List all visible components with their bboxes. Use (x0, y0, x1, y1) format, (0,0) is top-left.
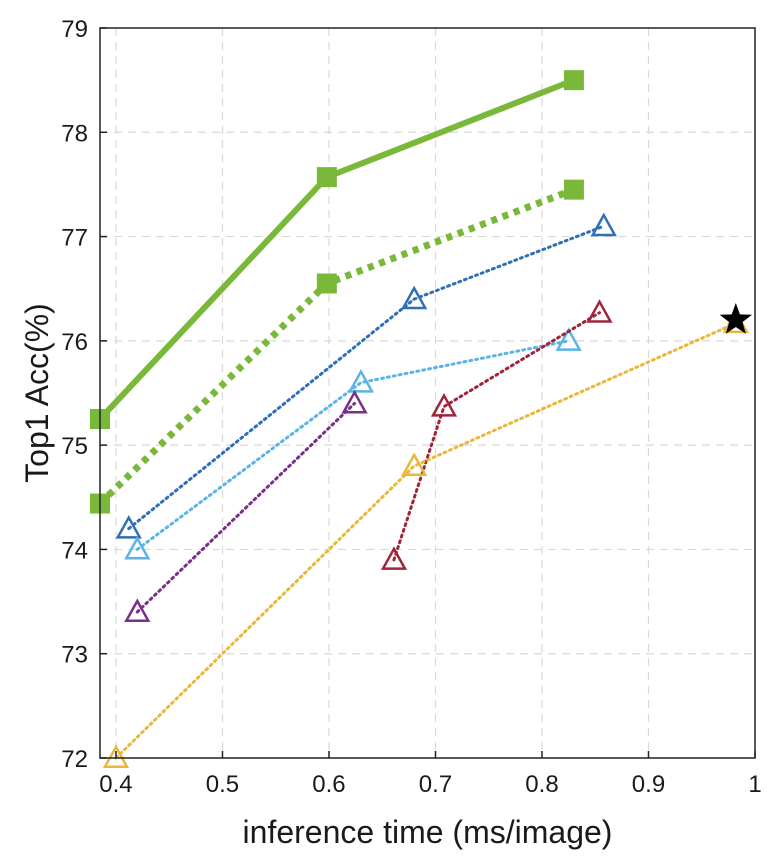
data-point (401, 285, 428, 310)
x-tick-label: 0.7 (419, 771, 452, 798)
y-ticks: 72 73 74 75 76 77 78 79 (61, 16, 107, 773)
data-point (380, 546, 408, 570)
series (124, 389, 368, 623)
x-ticks: 0.4 0.5 0.6 0.7 0.8 0.9 1 (99, 751, 762, 798)
y-tick-label: 76 (61, 329, 88, 356)
y-tick-label: 75 (61, 433, 88, 460)
series (102, 309, 749, 769)
x-tick-label: 0.4 (99, 771, 132, 798)
data-point (341, 389, 368, 414)
series-layer (90, 70, 749, 769)
data-point (124, 598, 151, 623)
data-point (347, 368, 375, 393)
y-tick-label: 74 (61, 537, 88, 564)
series-line (135, 401, 357, 614)
series (115, 212, 617, 539)
data-point (563, 179, 584, 200)
data-point (430, 392, 458, 417)
x-tick-label: 0.5 (206, 771, 239, 798)
y-tick-label: 79 (61, 16, 88, 43)
data-point (590, 212, 617, 237)
y-tick-label: 77 (61, 225, 88, 252)
x-tick-label: 0.9 (632, 771, 665, 798)
y-axis-label: Top1 Acc(%) (19, 303, 55, 483)
data-point (115, 514, 142, 539)
plot-frame (99, 27, 756, 759)
data-point (555, 327, 582, 351)
series-line (392, 311, 602, 562)
series-line (114, 321, 738, 760)
data-point (563, 70, 584, 91)
data-point (316, 273, 337, 294)
grid (100, 28, 755, 758)
y-tick-label: 73 (61, 642, 88, 669)
data-point (586, 299, 613, 323)
y-tick-label: 78 (61, 120, 88, 147)
x-tick-label: 1 (748, 771, 761, 798)
y-tick-label: 72 (61, 746, 88, 773)
series-line (97, 77, 576, 422)
x-tick-label: 0.6 (312, 771, 345, 798)
x-axis-label: inference time (ms/image) (243, 814, 613, 850)
series (90, 70, 584, 430)
data-point (124, 535, 151, 560)
data-point (401, 452, 428, 477)
highlight-layer (719, 303, 752, 334)
series (380, 299, 613, 570)
series-line (127, 224, 606, 531)
data-point (102, 744, 130, 769)
series (124, 327, 582, 560)
highlight-star (719, 303, 752, 334)
x-tick-label: 0.8 (525, 771, 558, 798)
series-line (135, 339, 571, 551)
data-point (316, 167, 337, 188)
